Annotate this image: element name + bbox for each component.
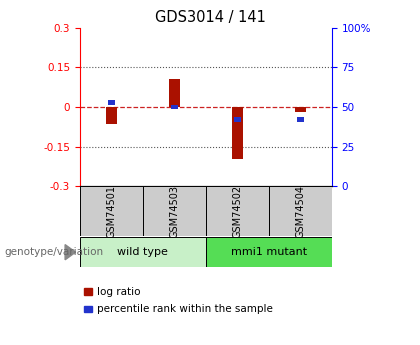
Bar — [143, 186, 206, 236]
Text: GDS3014 / 141: GDS3014 / 141 — [155, 10, 265, 25]
Text: mmi1 mutant: mmi1 mutant — [231, 247, 307, 257]
Text: genotype/variation: genotype/variation — [4, 247, 103, 257]
Bar — [234, 117, 241, 122]
Bar — [232, 107, 243, 159]
Bar — [269, 186, 332, 236]
Text: GSM74504: GSM74504 — [295, 185, 305, 238]
Bar — [295, 107, 306, 112]
Bar — [108, 100, 115, 105]
Text: GSM74502: GSM74502 — [232, 185, 242, 238]
Text: GSM74503: GSM74503 — [169, 185, 179, 238]
Bar — [80, 237, 206, 267]
Text: log ratio: log ratio — [97, 287, 140, 296]
Bar — [171, 105, 178, 109]
Bar — [106, 107, 117, 124]
Bar — [169, 79, 180, 107]
Text: percentile rank within the sample: percentile rank within the sample — [97, 304, 273, 314]
Bar — [206, 186, 269, 236]
Text: wild type: wild type — [117, 247, 168, 257]
Text: GSM74501: GSM74501 — [106, 185, 116, 238]
Bar — [297, 117, 304, 122]
Bar — [80, 186, 143, 236]
Bar — [206, 237, 332, 267]
